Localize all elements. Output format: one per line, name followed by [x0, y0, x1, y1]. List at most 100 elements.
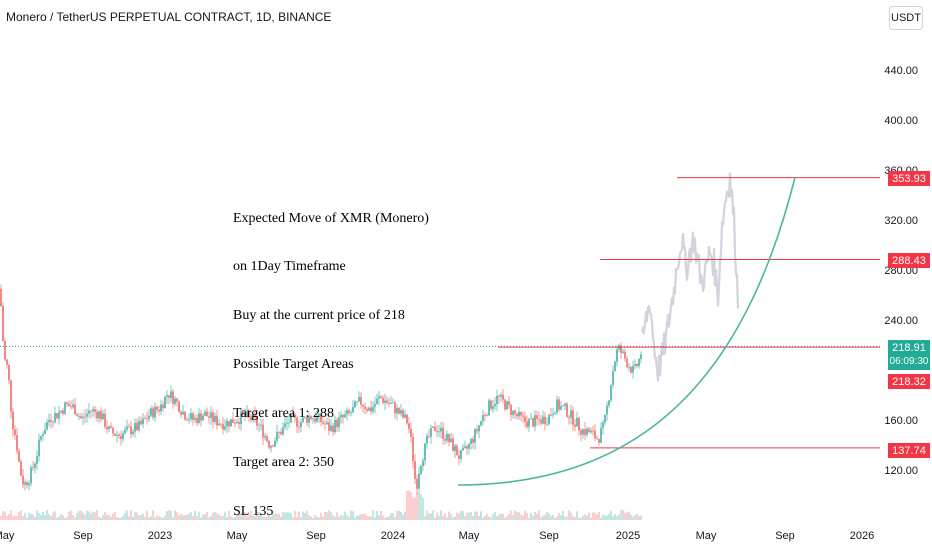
volume-bar [328, 510, 330, 520]
candle-body [114, 433, 116, 436]
volume-bar [448, 511, 450, 520]
volume-bar [8, 514, 10, 520]
volume-bar [222, 516, 224, 520]
volume-bar [272, 513, 274, 520]
candle-body [94, 409, 96, 412]
candle-body [24, 482, 26, 485]
candle-body [228, 420, 230, 427]
candle-body [340, 414, 342, 418]
candle-body [488, 400, 490, 416]
candle-body [546, 423, 548, 425]
candle-body [78, 416, 80, 417]
currency-button[interactable]: USDT [889, 6, 923, 30]
volume-bar [166, 511, 168, 520]
candle-body [530, 418, 532, 420]
volume-bar [42, 512, 44, 520]
candle-body [406, 414, 408, 424]
volume-bar [416, 492, 418, 520]
volume-bar [48, 514, 50, 520]
volume-bar [324, 511, 326, 520]
projection-scribble [640, 172, 740, 382]
volume-bar [216, 513, 218, 520]
candle-body [392, 402, 394, 404]
candle-body [180, 412, 182, 415]
volume-bar [620, 510, 622, 520]
volume-bar [192, 515, 194, 520]
volume-bar [262, 517, 264, 520]
candle-body [140, 420, 142, 425]
volume-bar [342, 515, 344, 520]
volume-bar [468, 512, 470, 520]
candle-body [92, 409, 94, 412]
volume-bar [138, 515, 140, 520]
candle-body [638, 358, 640, 367]
candle-body [116, 434, 118, 436]
candle-body [258, 425, 260, 427]
volume-bar [592, 512, 594, 520]
candle-body [502, 394, 504, 400]
volume-bar [564, 516, 566, 520]
candle-body [466, 446, 468, 449]
volume-bar [178, 515, 180, 520]
candle-body [566, 403, 568, 417]
volume-bar [98, 516, 100, 520]
volume-bar [296, 516, 298, 520]
candle-body [398, 407, 400, 414]
price-axis[interactable]: 440.00400.00360.00320.00280.00240.00160.… [884, 65, 918, 477]
volume-bar [172, 517, 174, 520]
candle-body [446, 433, 448, 441]
candle-body [250, 415, 252, 421]
volume-bar [434, 517, 436, 520]
volume-bar [158, 516, 160, 520]
candle-body [564, 403, 566, 406]
candle-body [62, 410, 64, 414]
volume-bar [406, 491, 408, 520]
candle-body [586, 428, 588, 435]
volume-bar [300, 517, 302, 520]
candle-body [422, 460, 424, 466]
candle-body [272, 445, 274, 447]
volume-bar [38, 512, 40, 520]
volume-bar [476, 511, 478, 520]
volume-bar [126, 510, 128, 520]
volume-bar [478, 516, 480, 520]
time-axis[interactable]: May Sep 2023 May Sep 2024 May Sep 2025 May Sep 2026 [0, 530, 874, 542]
volume-bar [122, 516, 124, 520]
volume-bar [510, 510, 512, 520]
volume-bar [456, 512, 458, 520]
candle-body [242, 411, 244, 415]
candle-body [72, 404, 74, 408]
candle-body [402, 410, 404, 418]
candle-body [448, 433, 450, 443]
candle-body [74, 404, 76, 415]
volume-bar [304, 513, 306, 520]
candle-body [476, 429, 478, 432]
volume-bar [482, 517, 484, 520]
candle-body [538, 418, 540, 420]
volume-bar [418, 490, 420, 520]
candle-body [570, 410, 572, 418]
volume-bar [240, 512, 242, 520]
candle-body [164, 396, 166, 409]
candle-body [134, 422, 136, 432]
candle-body [386, 400, 388, 403]
volume-bar [64, 517, 66, 520]
candle-body [170, 391, 172, 398]
volume-bar [74, 517, 76, 520]
volume-bar [12, 516, 14, 520]
volume-bar [558, 512, 560, 520]
volume-bar [632, 516, 634, 520]
candle-body [46, 422, 48, 430]
volume-bar [76, 513, 78, 520]
volume-bar [14, 515, 16, 520]
chart-annotation[interactable]: Expected Move of XMR (Monero) on 1Day Ti… [233, 178, 429, 553]
volume-bar [492, 513, 494, 520]
volume-bar [44, 515, 46, 520]
candle-body [18, 450, 20, 462]
volume-bar [310, 516, 312, 520]
volume-bar [46, 510, 48, 520]
volume-bar [134, 512, 136, 520]
